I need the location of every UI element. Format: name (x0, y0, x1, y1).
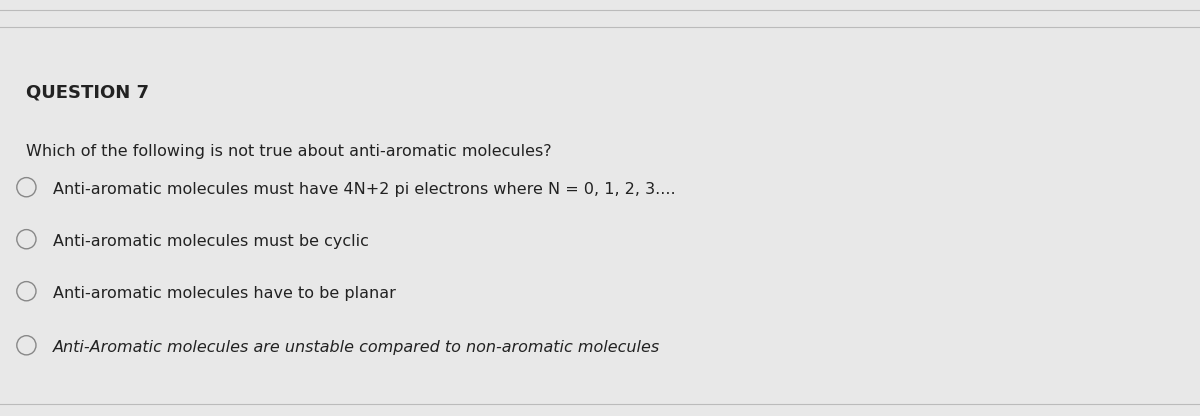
Text: Anti-Aromatic molecules are unstable compared to non-aromatic molecules: Anti-Aromatic molecules are unstable com… (53, 340, 660, 355)
Text: Anti-aromatic molecules must have 4N+2 pi electrons where N = 0, 1, 2, 3....: Anti-aromatic molecules must have 4N+2 p… (53, 182, 676, 197)
Text: QUESTION 7: QUESTION 7 (26, 83, 150, 101)
Text: Which of the following is not true about anti-aromatic molecules?: Which of the following is not true about… (26, 144, 552, 158)
Text: Anti-aromatic molecules have to be planar: Anti-aromatic molecules have to be plana… (53, 286, 396, 301)
Text: Anti-aromatic molecules must be cyclic: Anti-aromatic molecules must be cyclic (53, 234, 368, 249)
